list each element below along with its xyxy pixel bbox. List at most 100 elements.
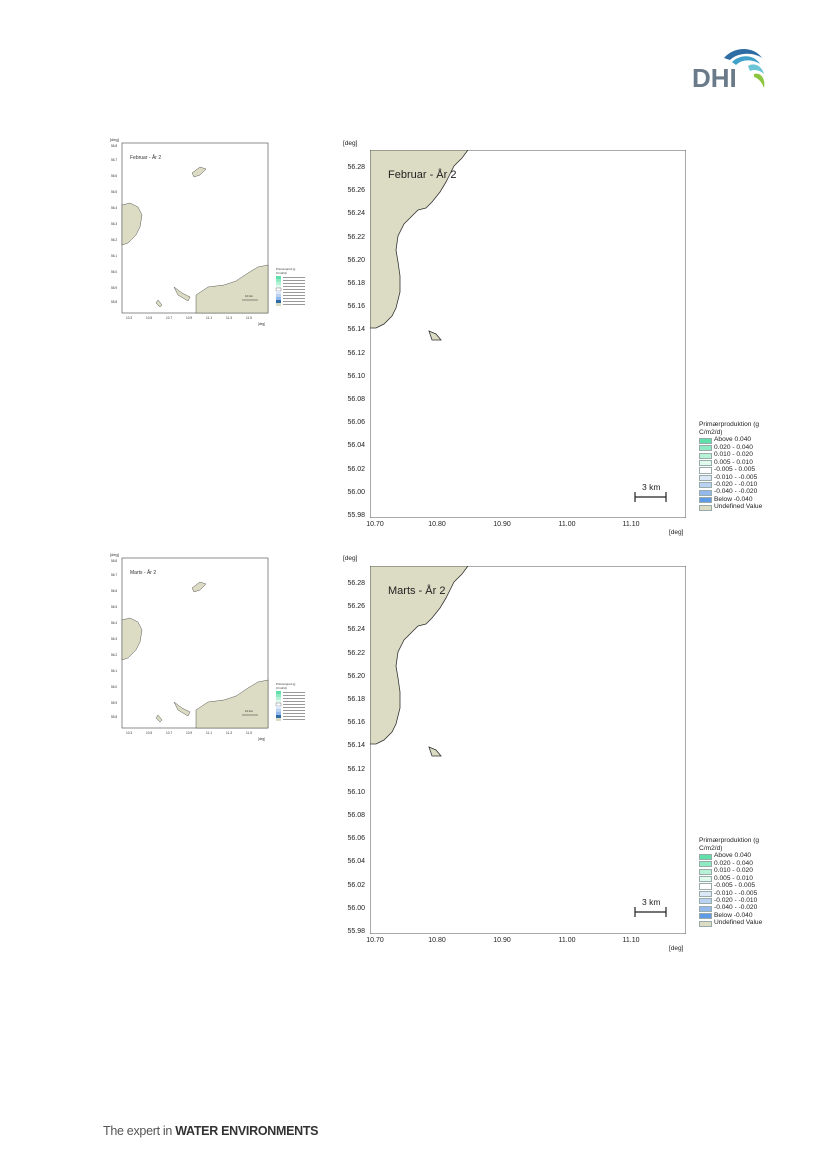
thumbnail-map-februar: [deg] Februar - År 2 56.8 56.7 56.6 56.5 56… (110, 137, 269, 326)
coastline-land (370, 566, 469, 745)
map-plot-marts: Marts - År 2 3 km (370, 566, 686, 934)
legend-label: Above 0.040 (714, 436, 752, 444)
y-tick-label: 56.02 (347, 881, 365, 889)
legend-title: Primærproduktion (g C/m2/d) (699, 421, 760, 436)
legend-item: Undefined Value (699, 920, 771, 927)
x-tick-label: 10.80 (428, 521, 446, 528)
y-tick-label: 56.08 (347, 812, 365, 819)
legend-swatch (699, 452, 712, 459)
thumbnail-legend-marts: Primærprod (gC/m2/d) (275, 682, 305, 721)
y-axis-unit: [deg] (343, 555, 358, 562)
svg-text:11.1: 11.1 (206, 316, 212, 320)
legend-swatch (699, 437, 712, 444)
thumbnail-map-marts: [deg] Marts - År 2 56.8 56.7 56.6 56.5 56.4… (110, 552, 269, 741)
legend-swatch (699, 868, 712, 875)
y-tick-label: 56.28 (347, 580, 365, 587)
svg-text:11.5: 11.5 (246, 316, 252, 320)
y-tick-label: 56.18 (347, 696, 365, 703)
svg-text:56.0: 56.0 (111, 685, 117, 689)
svg-text:[deg]: [deg] (258, 322, 265, 326)
map-title: Februar - År 2 (388, 168, 456, 181)
svg-text:[deg]: [deg] (258, 737, 265, 741)
svg-text:10.9: 10.9 (186, 731, 192, 735)
legend-item: -0.005 - 0.005 (699, 883, 771, 890)
svg-text:11.1: 11.1 (206, 731, 212, 735)
legend-swatch (699, 883, 712, 890)
svg-text:56.6: 56.6 (111, 174, 117, 178)
x-tick-label: 10.90 (493, 937, 511, 944)
legend-label: -0.020 - -0.010 (714, 897, 758, 905)
legend-label: -0.020 - -0.010 (714, 481, 758, 489)
legend-label: Above 0.040 (714, 852, 752, 860)
legend-item: -0.010 - -0.005 (699, 474, 771, 481)
svg-text:56.1: 56.1 (111, 669, 117, 673)
svg-text:56.0: 56.0 (111, 270, 117, 274)
svg-text:56.3: 56.3 (111, 222, 117, 226)
legend-label: 0.005 - 0.010 (714, 458, 753, 466)
svg-text:55.8: 55.8 (111, 300, 117, 304)
y-tick-label: 56.22 (347, 233, 365, 241)
y-tick-label: 56.08 (347, 396, 365, 403)
map-plot-februar: Februar - År 2 3 km (370, 150, 686, 518)
legend-swatch (699, 853, 712, 860)
legend-swatch (699, 489, 712, 496)
legend-item: 0.010 - 0.020 (699, 452, 771, 459)
logo-text: DHI (692, 63, 737, 93)
logo-wave-4 (754, 73, 765, 88)
y-tick-label: 56.04 (347, 442, 365, 450)
x-tick-label: 11.10 (622, 937, 640, 944)
y-tick-label: 56.06 (347, 835, 365, 843)
legend-swatch (699, 474, 712, 481)
map-title: Marts - År 2 (388, 584, 445, 597)
legend-item: Undefined Value (699, 504, 771, 511)
legend-item: 0.020 - 0.040 (699, 859, 771, 868)
legend-title: Primærproduktion (g C/m2/d) (699, 837, 760, 852)
legend-label: 0.020 - 0.040 (714, 859, 753, 867)
svg-text:55.9: 55.9 (111, 701, 117, 705)
x-axis-unit: [deg] (669, 529, 684, 536)
legend-item: Above 0.040 (699, 853, 771, 860)
legend-label: Below -0.040 (714, 495, 753, 503)
svg-text:10.9: 10.9 (186, 316, 192, 320)
x-tick-label: 11.10 (622, 521, 640, 528)
logo-wave-1 (724, 49, 762, 60)
legend-item: -0.020 - -0.010 (699, 481, 771, 489)
footer-prefix: The expert in (103, 1124, 176, 1138)
legend-item: -0.040 - -0.020 (699, 489, 771, 496)
legend-label: -0.010 - -0.005 (714, 889, 758, 897)
legend-label: 0.010 - 0.020 (714, 867, 753, 875)
y-tick-label: 56.00 (347, 488, 365, 496)
y-tick-label: 55.98 (347, 512, 365, 519)
legend-label: -0.040 - -0.020 (714, 904, 758, 912)
legend-swatch (699, 504, 712, 511)
svg-text:[deg]: [deg] (110, 137, 119, 142)
legend-label: -0.005 - 0.005 (714, 882, 756, 890)
legend-label: -0.005 - 0.005 (714, 466, 756, 474)
legend-label: Below -0.040 (714, 911, 753, 919)
svg-text:10.3: 10.3 (126, 316, 132, 320)
legend-item: 0.020 - 0.040 (699, 443, 771, 452)
svg-text:56.4: 56.4 (111, 621, 117, 625)
svg-text:56.8: 56.8 (111, 144, 117, 148)
y-tick-label: 56.16 (347, 303, 365, 311)
svg-text:56.4: 56.4 (111, 206, 117, 210)
scale-label: 3 km (642, 897, 660, 907)
y-tick-label: 56.12 (347, 765, 365, 773)
y-tick-label: 56.06 (347, 419, 365, 427)
y-tick-label: 55.98 (347, 928, 365, 935)
legend-swatch (699, 482, 712, 489)
thumbnail-title: Februar - År 2 (130, 154, 161, 161)
x-tick-label: 10.70 (366, 521, 384, 528)
svg-text:56.7: 56.7 (111, 158, 117, 162)
svg-text:C/m2/d): C/m2/d) (276, 271, 287, 275)
y-tick-label: 56.26 (347, 603, 365, 611)
island-land (428, 746, 442, 757)
logo-wave-2 (732, 56, 760, 65)
legend-item: -0.020 - -0.010 (699, 897, 771, 905)
x-tick-label: 11.00 (558, 937, 576, 944)
svg-text:Primærprod (g: Primærprod (g (276, 682, 296, 686)
legend-item: Below -0.040 (699, 911, 771, 920)
y-tick-label: 56.22 (347, 649, 365, 657)
legend-label: 0.020 - 0.040 (714, 443, 753, 451)
legend-swatch (699, 898, 712, 905)
